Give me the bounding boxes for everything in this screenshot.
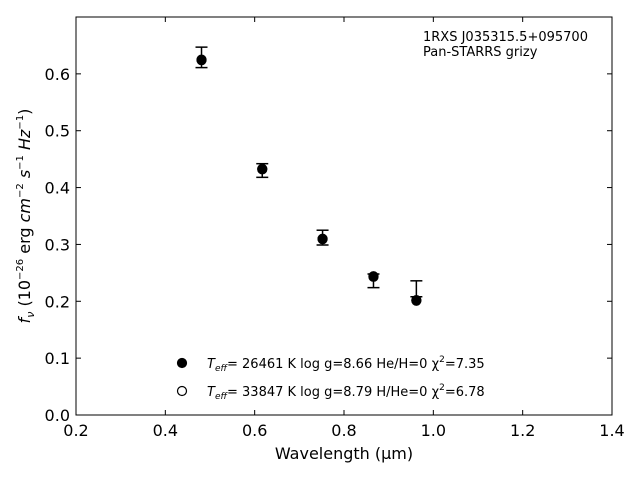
y-tick-label: 0.5 [45, 122, 70, 141]
legend-entry-label: Teff= 26461 K log g=8.66 He/H=0 χ2=7.35 [207, 355, 485, 374]
x-tick-label: 0.2 [63, 421, 88, 440]
x-tick-label: 0.6 [242, 421, 267, 440]
x-axis-label: Wavelength (μm) [275, 444, 413, 463]
data-point-filled [317, 234, 328, 245]
x-tick-label: 1.2 [510, 421, 535, 440]
y-tick-label: 0.2 [45, 292, 70, 311]
annotation-text: Pan-STARRS grizy [423, 45, 538, 60]
x-tick-label: 0.8 [331, 421, 356, 440]
legend-marker-open [176, 385, 188, 397]
y-tick-label: 0.1 [45, 349, 70, 368]
y-axis-label: fν (10−26 erg cm−2 s−1 Hz−1) [15, 109, 37, 324]
legend-entry-label: Teff= 33847 K log g=8.79 H/He=0 χ2=6.78 [207, 383, 485, 402]
x-tick-label: 1.0 [421, 421, 446, 440]
data-point-filled [257, 164, 268, 175]
y-tick-label: 0.0 [45, 406, 70, 425]
data-point-filled [368, 271, 379, 282]
plot-frame [75, 16, 613, 416]
legend-marker-filled [176, 357, 188, 369]
x-tick-label: 0.4 [153, 421, 178, 440]
y-tick-label: 0.3 [45, 235, 70, 254]
annotation-text: 1RXS J035315.5+095700 [423, 30, 588, 45]
x-tick-label: 1.4 [599, 421, 624, 440]
data-point-filled [196, 55, 207, 66]
data-point-filled [411, 295, 422, 306]
y-tick-label: 0.4 [45, 179, 70, 198]
error-bar [410, 280, 423, 298]
y-tick-label: 0.6 [45, 65, 70, 84]
